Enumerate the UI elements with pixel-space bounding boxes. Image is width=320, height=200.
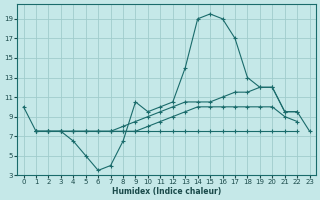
X-axis label: Humidex (Indice chaleur): Humidex (Indice chaleur) (112, 187, 221, 196)
